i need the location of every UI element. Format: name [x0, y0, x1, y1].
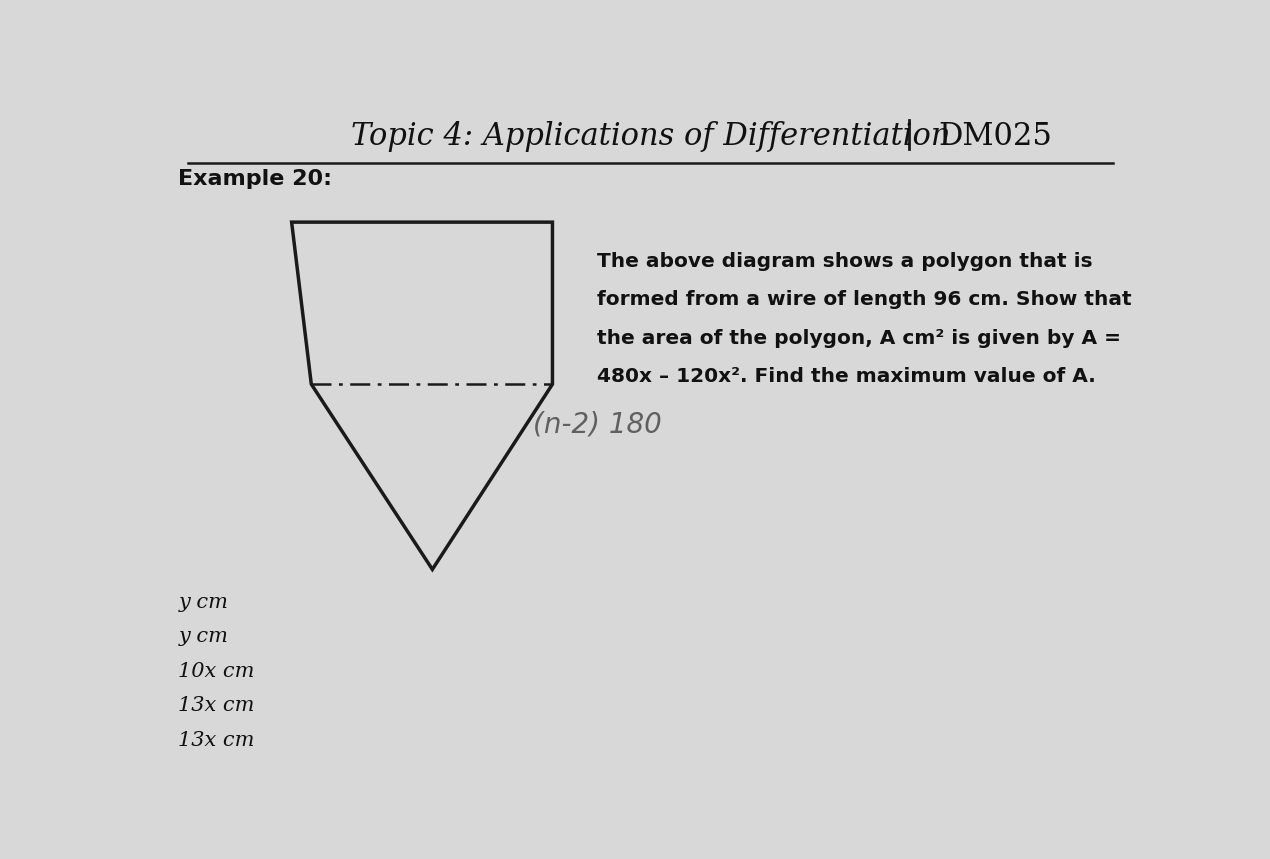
- Text: 480x – 120x². Find the maximum value of A.: 480x – 120x². Find the maximum value of …: [597, 367, 1096, 386]
- Text: y cm: y cm: [178, 627, 229, 646]
- Text: DM025: DM025: [939, 120, 1053, 152]
- Text: Example 20:: Example 20:: [178, 169, 333, 189]
- Text: formed from a wire of length 96 cm. Show that: formed from a wire of length 96 cm. Show…: [597, 290, 1132, 309]
- Text: Topic 4: Applications of Differentiation: Topic 4: Applications of Differentiation: [351, 120, 951, 152]
- Text: (n-2) 180: (n-2) 180: [533, 411, 662, 439]
- Text: y cm: y cm: [178, 593, 229, 612]
- Text: The above diagram shows a polygon that is: The above diagram shows a polygon that i…: [597, 252, 1092, 271]
- Text: 13x cm: 13x cm: [178, 730, 255, 750]
- Text: 10x cm: 10x cm: [178, 661, 255, 680]
- Text: the area of the polygon, A cm² is given by A =: the area of the polygon, A cm² is given …: [597, 329, 1120, 348]
- Text: 13x cm: 13x cm: [178, 696, 255, 716]
